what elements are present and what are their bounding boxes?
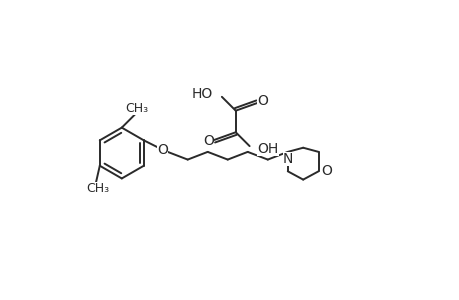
Text: CH₃: CH₃ (125, 102, 148, 115)
Text: OH: OH (257, 142, 278, 156)
Text: O: O (157, 142, 168, 157)
Text: O: O (257, 94, 268, 108)
Text: HO: HO (191, 87, 212, 101)
Text: O: O (203, 134, 214, 148)
Text: O: O (320, 164, 331, 178)
Text: CH₃: CH₃ (86, 182, 109, 195)
Text: N: N (282, 152, 292, 166)
